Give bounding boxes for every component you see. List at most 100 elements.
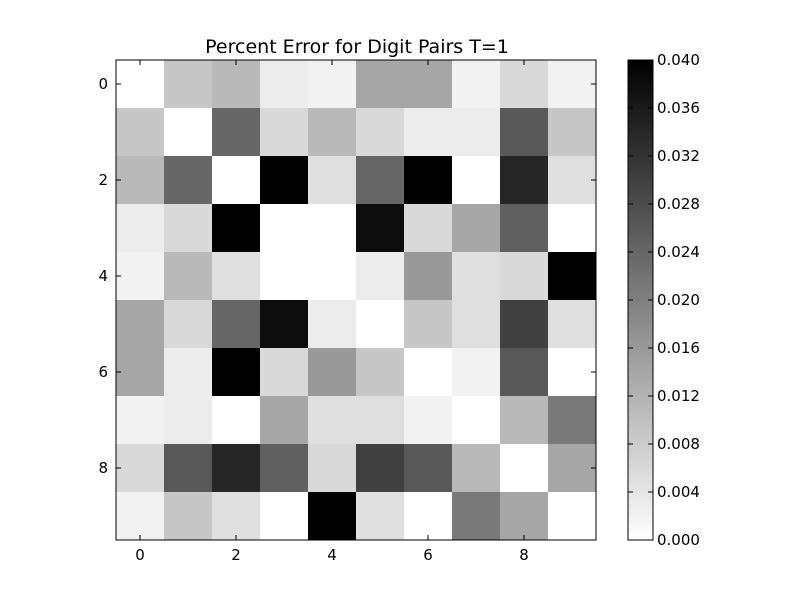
heatmap-cell-r6-c0	[116, 348, 165, 397]
heatmap-cell-r9-c6	[404, 492, 453, 541]
heatmap-cell-r3-c1	[164, 204, 213, 253]
heatmap-cell-r0-c1	[164, 60, 213, 109]
heatmap-cell-r5-c6	[404, 300, 453, 349]
y-tick-label: 4	[98, 267, 108, 285]
colorbar-tick-label: 0.040	[657, 51, 700, 69]
colorbar-tick-label: 0.008	[657, 435, 700, 453]
heatmap-cell-r0-c8	[500, 60, 549, 109]
heatmap-cell-r4-c9	[548, 252, 597, 301]
colorbar-tick-label: 0.012	[657, 387, 700, 405]
heatmap-cell-r6-c5	[356, 348, 405, 397]
heatmap-cell-r9-c2	[212, 492, 261, 541]
heatmap-cell-r3-c3	[260, 204, 309, 253]
heatmap-cell-r2-c6	[404, 156, 453, 205]
heatmap-cell-r0-c0	[116, 60, 165, 109]
heatmap-cell-r6-c9	[548, 348, 597, 397]
heatmap-cell-r0-c9	[548, 60, 597, 109]
heatmap-cell-r7-c6	[404, 396, 453, 445]
colorbar-tick-label: 0.024	[657, 243, 700, 261]
heatmap-cell-r7-c2	[212, 396, 261, 445]
heatmap-cell-r0-c2	[212, 60, 261, 109]
colorbar-ticks: 0.000 0.004 0.008 0.012 0.016 0.020 0.024 0.028…	[628, 51, 700, 549]
heatmap-cell-r4-c5	[356, 252, 405, 301]
y-tick-label: 0	[98, 75, 108, 93]
heatmap-cell-r1-c3	[260, 108, 309, 157]
heatmap-cell-r8-c2	[212, 444, 261, 493]
heatmap-cell-r8-c5	[356, 444, 405, 493]
heatmap-cell-r6-c3	[260, 348, 309, 397]
heatmap-cell-r9-c5	[356, 492, 405, 541]
heatmap-cell-r2-c8	[500, 156, 549, 205]
heatmap-cell-r4-c8	[500, 252, 549, 301]
heatmap-cell-r1-c7	[452, 108, 501, 157]
heatmap-cell-r6-c7	[452, 348, 501, 397]
heatmap-cell-r6-c6	[404, 348, 453, 397]
colorbar-tick-label: 0.028	[657, 195, 700, 213]
axis-ticks: 0 2 4 6 8 0 2 4 6 8	[98, 60, 596, 564]
heatmap-cell-r4-c3	[260, 252, 309, 301]
heatmap-cell-r1-c2	[212, 108, 261, 157]
heatmap-cell-r7-c4	[308, 396, 357, 445]
x-tick-label: 6	[423, 546, 433, 564]
heatmap-cell-r8-c0	[116, 444, 165, 493]
heatmap-cell-r5-c2	[212, 300, 261, 349]
x-tick-label: 2	[231, 546, 241, 564]
chart-title: Percent Error for Digit Pairs T=1	[205, 36, 509, 58]
colorbar-tick-label: 0.000	[657, 531, 700, 549]
heatmap-cell-r1-c0	[116, 108, 165, 157]
heatmap-cell-r5-c7	[452, 300, 501, 349]
heatmap-cell-r2-c9	[548, 156, 597, 205]
heatmap-cell-r5-c3	[260, 300, 309, 349]
colorbar-tick-label: 0.032	[657, 147, 700, 165]
heatmap-cell-r2-c3	[260, 156, 309, 205]
heatmap-cell-r4-c6	[404, 252, 453, 301]
heatmap-cell-r8-c3	[260, 444, 309, 493]
heatmap-cell-r2-c1	[164, 156, 213, 205]
heatmap-cell-r1-c8	[500, 108, 549, 157]
heatmap-cell-r5-c4	[308, 300, 357, 349]
heatmap-cell-r0-c5	[356, 60, 405, 109]
heatmap-cell-r6-c8	[500, 348, 549, 397]
heatmap-cell-r1-c1	[164, 108, 213, 157]
heatmap-cell-r3-c5	[356, 204, 405, 253]
heatmap-cell-r5-c1	[164, 300, 213, 349]
heatmap-cell-r3-c8	[500, 204, 549, 253]
heatmap-cell-r1-c6	[404, 108, 453, 157]
heatmap-cell-r3-c4	[308, 204, 357, 253]
colorbar-tick-label: 0.036	[657, 99, 700, 117]
heatmap-cell-r7-c8	[500, 396, 549, 445]
heatmap-cell-r2-c0	[116, 156, 165, 205]
heatmap-cell-r1-c9	[548, 108, 597, 157]
heatmap-cell-r6-c4	[308, 348, 357, 397]
heatmap-cell-r2-c4	[308, 156, 357, 205]
heatmap-cell-r3-c0	[116, 204, 165, 253]
heatmap-cell-r0-c3	[260, 60, 309, 109]
x-tick-label: 0	[135, 546, 145, 564]
heatmap-cell-r3-c2	[212, 204, 261, 253]
heatmap-cell-r3-c6	[404, 204, 453, 253]
heatmap-cell-r4-c7	[452, 252, 501, 301]
heatmap-cell-r5-c8	[500, 300, 549, 349]
y-tick-label: 6	[98, 363, 108, 381]
heatmap-cell-r7-c3	[260, 396, 309, 445]
y-tick-label: 8	[98, 459, 108, 477]
heatmap-cell-r1-c5	[356, 108, 405, 157]
plot-frame	[115, 59, 597, 541]
heatmap-cell-r7-c9	[548, 396, 597, 445]
heatmap-cell-r9-c8	[500, 492, 549, 541]
heatmap-cell-r4-c1	[164, 252, 213, 301]
heatmap-cell-r9-c7	[452, 492, 501, 541]
colorbar-tick-label: 0.020	[657, 291, 700, 309]
heatmap-cell-r9-c9	[548, 492, 597, 541]
heatmap-cell-r7-c1	[164, 396, 213, 445]
heatmap-cell-r2-c7	[452, 156, 501, 205]
heatmap-cell-r1-c4	[308, 108, 357, 157]
heatmap-cell-r9-c0	[116, 492, 165, 541]
colorbar-tick-label: 0.004	[657, 483, 700, 501]
heatmap-cell-r0-c7	[452, 60, 501, 109]
heatmap-cell-r4-c2	[212, 252, 261, 301]
heatmap-cell-r6-c1	[164, 348, 213, 397]
heatmap-cell-r7-c7	[452, 396, 501, 445]
